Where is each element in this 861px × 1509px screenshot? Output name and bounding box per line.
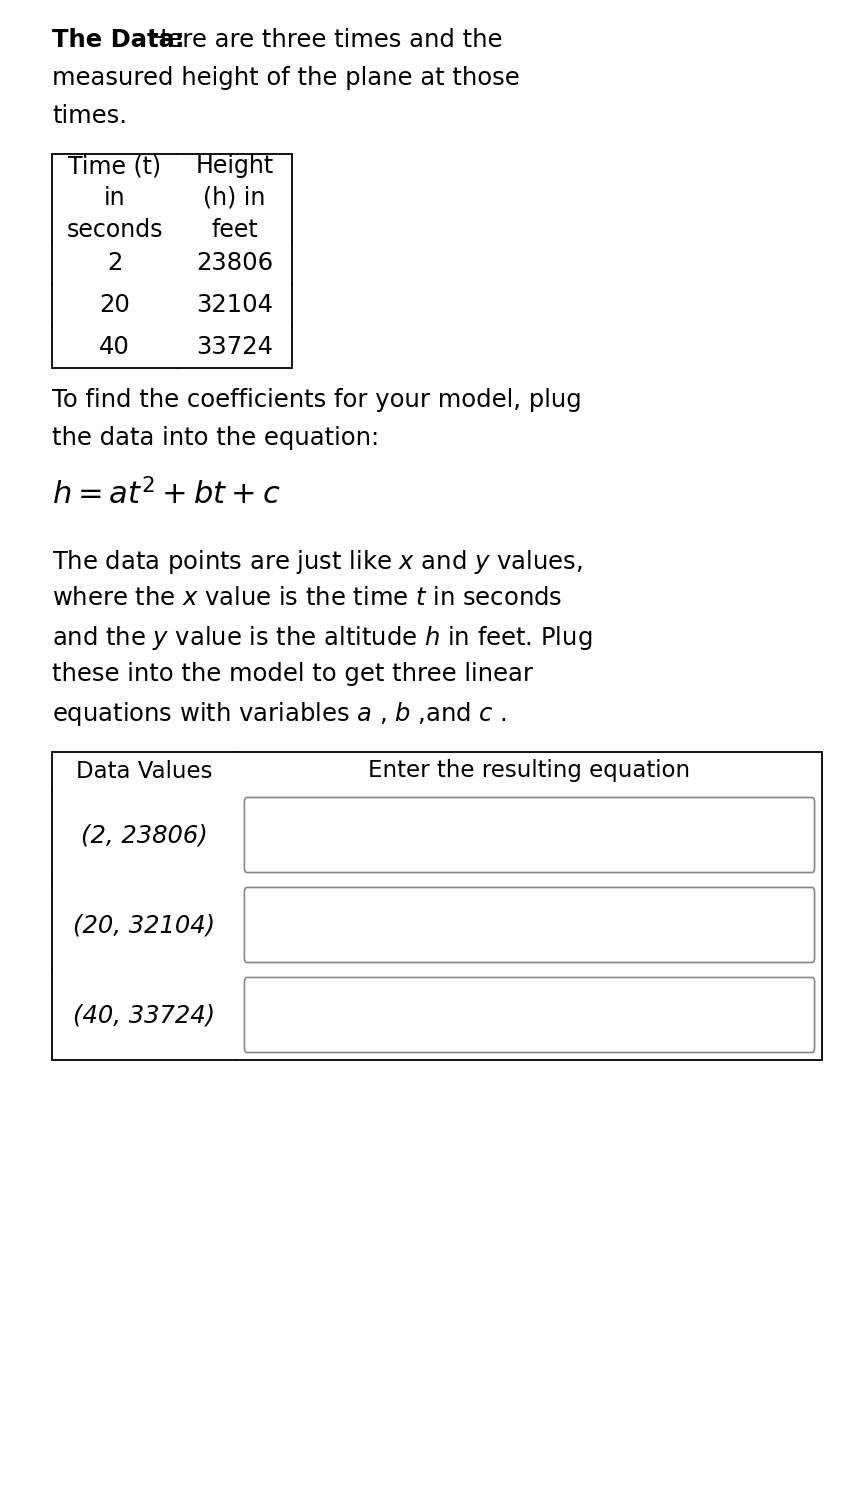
Text: (40, 33724): (40, 33724) bbox=[73, 1003, 215, 1028]
Text: equations with variables $a$ , $b$ ,and $c$ .: equations with variables $a$ , $b$ ,and … bbox=[52, 700, 507, 727]
Text: 2: 2 bbox=[107, 250, 122, 275]
Text: Time (t)
in
seconds: Time (t) in seconds bbox=[66, 154, 163, 241]
Text: Enter the resulting equation: Enter the resulting equation bbox=[369, 759, 691, 783]
Text: these into the model to get three linear: these into the model to get three linear bbox=[52, 662, 533, 687]
Text: The data points are just like $x$ and $y$ values,: The data points are just like $x$ and $y… bbox=[52, 548, 583, 576]
Text: 32104: 32104 bbox=[196, 293, 273, 317]
Text: (2, 23806): (2, 23806) bbox=[81, 822, 208, 847]
Text: Height
(h) in
feet: Height (h) in feet bbox=[195, 154, 274, 241]
Text: To find the coefficients for your model, plug: To find the coefficients for your model,… bbox=[52, 388, 582, 412]
Text: where the $x$ value is the time $t$ in seconds: where the $x$ value is the time $t$ in s… bbox=[52, 585, 562, 610]
Text: The Data:: The Data: bbox=[52, 29, 184, 51]
Text: 23806: 23806 bbox=[196, 250, 273, 275]
Text: times.: times. bbox=[52, 104, 127, 128]
Text: and the $y$ value is the altitude $h$ in feet. Plug: and the $y$ value is the altitude $h$ in… bbox=[52, 625, 592, 652]
Text: $h = at^2 + bt + c$: $h = at^2 + bt + c$ bbox=[52, 478, 281, 510]
Text: Data Values: Data Values bbox=[77, 759, 213, 783]
Text: the data into the equation:: the data into the equation: bbox=[52, 426, 379, 450]
Text: Here are three times and the: Here are three times and the bbox=[149, 29, 503, 51]
Text: measured height of the plane at those: measured height of the plane at those bbox=[52, 66, 520, 91]
Text: 20: 20 bbox=[99, 293, 130, 317]
Text: 40: 40 bbox=[99, 335, 130, 359]
Text: 33724: 33724 bbox=[196, 335, 273, 359]
Text: (20, 32104): (20, 32104) bbox=[73, 913, 215, 937]
